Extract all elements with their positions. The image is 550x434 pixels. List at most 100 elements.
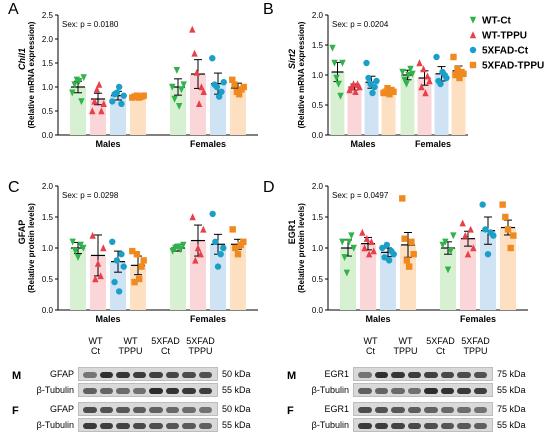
bar-5xfad-ct-males — [364, 82, 379, 135]
legend-marker — [469, 46, 477, 54]
data-point — [467, 225, 474, 233]
data-point — [437, 80, 444, 88]
data-point — [240, 83, 247, 91]
protein-label: β-Tubulin — [36, 385, 74, 395]
data-point — [133, 251, 141, 258]
data-point — [504, 226, 512, 233]
protein-label: β-Tubulin — [36, 420, 74, 430]
data-point — [373, 77, 380, 85]
data-point — [135, 275, 143, 283]
y-tick-label: 2.0 — [42, 35, 54, 44]
data-point — [115, 83, 123, 91]
kda-label: 75 kDa — [497, 369, 526, 379]
data-point — [341, 254, 348, 261]
blot-band — [391, 407, 405, 413]
data-point — [195, 100, 203, 107]
data-point — [214, 263, 222, 270]
bar-wt-tppu-males — [360, 243, 376, 310]
data-point — [439, 241, 446, 249]
bar-wt-ct-females — [400, 75, 415, 135]
data-point — [129, 247, 136, 255]
blot-band — [440, 388, 454, 394]
blot-band — [198, 372, 212, 378]
blot-band — [132, 407, 146, 413]
blot-band — [99, 388, 113, 394]
blot-band — [149, 388, 163, 394]
data-point — [343, 269, 351, 277]
data-point — [482, 226, 489, 233]
data-point — [100, 100, 107, 107]
data-point — [329, 44, 336, 52]
kda-label: 75 kDa — [497, 404, 526, 414]
blot-band — [116, 423, 130, 429]
y-tick-label: 0.5 — [312, 275, 324, 284]
blot-band — [424, 407, 438, 413]
legend-label: 5XFAD-TPPU — [482, 61, 544, 72]
sex-label: M — [287, 370, 297, 382]
data-point — [71, 81, 78, 89]
blot-band — [457, 407, 471, 413]
lane-header: WT Ct — [88, 336, 103, 356]
data-point — [352, 88, 359, 95]
data-point — [94, 259, 102, 267]
data-point — [217, 251, 224, 258]
kda-label: 55 kDa — [222, 385, 251, 395]
data-point — [200, 225, 207, 233]
data-point — [408, 238, 415, 245]
x-category-label: Males — [365, 314, 390, 324]
blot-band — [424, 388, 438, 394]
data-point — [361, 244, 368, 252]
data-point — [209, 210, 216, 218]
blot-band — [83, 407, 97, 413]
blot-band — [374, 372, 388, 378]
data-point — [450, 53, 457, 61]
data-point — [120, 92, 127, 99]
data-point — [169, 83, 176, 91]
bar-5xfad-ct-females — [480, 230, 496, 310]
data-point — [131, 278, 138, 286]
data-point — [464, 250, 472, 258]
data-point — [189, 25, 196, 33]
legend: WT-Ct WT-TPPU 5XFAD-Ct 5XFAD-TPPU — [469, 16, 544, 72]
lane-header: 5XFAD TPPU — [186, 336, 215, 356]
blot-strip — [78, 383, 218, 397]
x-category-label: Females — [190, 314, 226, 324]
data-point — [381, 254, 388, 261]
x-category-label: Females — [190, 139, 226, 149]
blot-band — [182, 423, 196, 429]
data-point — [444, 266, 452, 274]
data-point — [356, 83, 363, 91]
legend-label: WT-Ct — [482, 16, 512, 27]
blot-band — [182, 407, 196, 413]
data-point — [171, 95, 178, 103]
data-point — [175, 103, 183, 110]
blot-band — [407, 372, 421, 378]
data-point — [383, 241, 391, 249]
data-point — [235, 91, 243, 98]
data-point — [173, 67, 181, 74]
data-point — [69, 89, 76, 97]
data-point — [215, 93, 223, 100]
data-point — [89, 107, 96, 115]
data-point — [91, 97, 98, 105]
y-axis-sublabel: (Relative protein levels) — [27, 203, 36, 293]
data-point — [447, 247, 454, 255]
data-point — [191, 49, 198, 57]
data-point — [399, 195, 406, 202]
lane-header: WT Ct — [363, 336, 378, 356]
lane-header: 5XFAD Ct — [151, 336, 180, 356]
legend-marker — [469, 61, 477, 69]
data-point — [200, 88, 207, 95]
data-point — [401, 235, 408, 242]
bar-5xfad-tppu-females — [500, 227, 516, 310]
data-point — [371, 83, 378, 91]
panel-letter: A — [8, 1, 19, 18]
y-tick-label: 2.0 — [42, 182, 54, 191]
data-point — [339, 59, 346, 67]
data-point — [365, 74, 372, 82]
blot-band — [149, 407, 163, 413]
data-point — [460, 70, 467, 77]
data-point — [140, 257, 147, 264]
bar-5xfad-tppu-females — [451, 70, 466, 135]
